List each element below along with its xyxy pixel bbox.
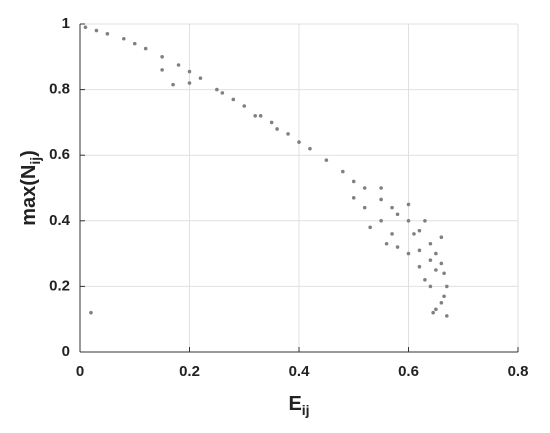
- point: [431, 310, 435, 315]
- point: [390, 232, 394, 236]
- point: [406, 202, 411, 207]
- point: [439, 301, 444, 305]
- point: [379, 197, 383, 202]
- x-tick-label: 0.6: [398, 363, 419, 380]
- point: [198, 76, 203, 80]
- point: [308, 146, 312, 151]
- y-tick-label: 1: [62, 15, 70, 32]
- point: [439, 261, 444, 266]
- point: [160, 55, 164, 59]
- point: [442, 271, 446, 276]
- point: [242, 104, 247, 108]
- point: [362, 205, 367, 210]
- point: [286, 132, 290, 136]
- point: [297, 140, 301, 144]
- point: [122, 36, 126, 41]
- point: [94, 28, 99, 33]
- point: [368, 225, 372, 230]
- point: [351, 196, 356, 200]
- point: [395, 245, 400, 249]
- x-tick-label: 0.2: [179, 363, 200, 380]
- point: [83, 25, 88, 30]
- point: [384, 241, 389, 246]
- y-axis-label: max(Nij): [18, 150, 42, 226]
- y-axis-label-end: ): [18, 150, 40, 157]
- point: [171, 82, 175, 87]
- point: [215, 87, 219, 92]
- point: [220, 91, 225, 95]
- point: [275, 127, 279, 131]
- point: [379, 219, 383, 223]
- y-axis-label-sub: ij: [27, 157, 43, 165]
- point: [434, 251, 438, 256]
- point: [324, 158, 329, 162]
- point: [176, 63, 181, 67]
- point: [258, 114, 263, 118]
- point: [395, 212, 400, 217]
- point: [428, 258, 433, 262]
- point: [445, 284, 449, 289]
- point: [341, 169, 345, 174]
- y-tick-label: 0.2: [49, 277, 70, 294]
- point: [143, 46, 148, 51]
- y-tick-label: 0.8: [49, 81, 70, 98]
- y-axis-label-main: max(N: [18, 165, 40, 226]
- point: [439, 235, 444, 239]
- y-tick-label: 0.6: [49, 146, 70, 163]
- point: [253, 114, 257, 118]
- point: [390, 205, 394, 210]
- point: [445, 314, 449, 318]
- x-axis-label-sub: ij: [302, 402, 310, 418]
- x-tick-label: 0: [76, 363, 84, 380]
- point: [417, 228, 422, 233]
- point: [351, 179, 356, 184]
- x-tick-label: 0.8: [508, 363, 529, 380]
- point: [428, 241, 433, 246]
- y-tick-label: 0: [62, 343, 70, 360]
- point: [187, 69, 192, 74]
- point: [187, 81, 192, 85]
- point: [412, 232, 416, 236]
- point: [132, 41, 137, 46]
- point: [362, 186, 367, 190]
- point: [406, 219, 411, 223]
- x-tick-label: 0.4: [289, 363, 311, 380]
- point: [89, 310, 93, 315]
- point: [231, 97, 236, 102]
- point: [423, 219, 427, 223]
- x-axis-label-main: E: [288, 393, 301, 415]
- point: [434, 307, 438, 312]
- point: [406, 251, 411, 256]
- point: [423, 278, 427, 282]
- x-axis-label: Eij: [288, 393, 309, 417]
- point: [442, 294, 446, 299]
- point: [269, 120, 274, 125]
- point: [434, 268, 438, 272]
- y-tick-label: 0.4: [49, 212, 71, 229]
- point: [160, 68, 164, 72]
- point: [428, 284, 433, 289]
- point: [105, 32, 110, 36]
- point: [417, 264, 422, 269]
- point: [417, 248, 422, 253]
- point: [379, 186, 383, 190]
